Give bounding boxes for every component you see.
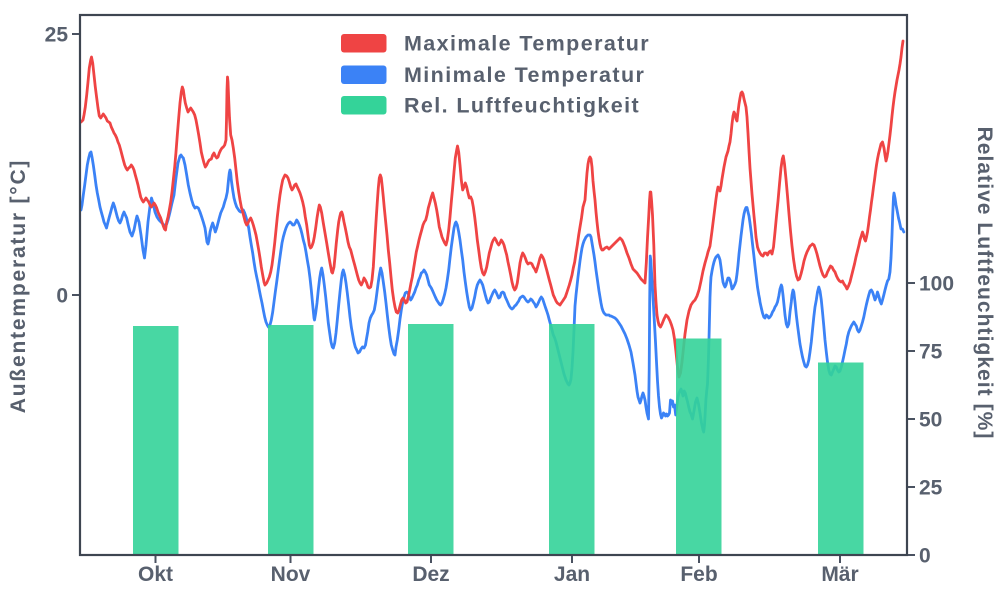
svg-text:Feb: Feb bbox=[680, 563, 717, 586]
svg-text:Jan: Jan bbox=[554, 563, 590, 586]
svg-text:25: 25 bbox=[919, 477, 943, 500]
svg-text:Okt: Okt bbox=[138, 563, 173, 586]
svg-text:Rel. Luftfeuchtigkeit: Rel. Luftfeuchtigkeit bbox=[404, 94, 640, 118]
svg-text:25: 25 bbox=[45, 24, 69, 47]
svg-text:0: 0 bbox=[919, 545, 931, 568]
svg-text:Außentemperatur [°C]: Außentemperatur [°C] bbox=[7, 159, 30, 413]
svg-text:Nov: Nov bbox=[271, 563, 311, 586]
svg-text:Minimale Temperatur: Minimale Temperatur bbox=[404, 63, 645, 87]
svg-text:100: 100 bbox=[919, 273, 954, 296]
svg-text:Dez: Dez bbox=[412, 563, 449, 586]
svg-text:0: 0 bbox=[56, 285, 68, 308]
svg-text:Relative Luftfeuchtigkeit [%]: Relative Luftfeuchtigkeit [%] bbox=[973, 127, 996, 440]
svg-text:75: 75 bbox=[919, 341, 943, 364]
svg-text:Mär: Mär bbox=[821, 563, 858, 586]
svg-text:50: 50 bbox=[919, 409, 942, 432]
svg-text:Maximale Temperatur: Maximale Temperatur bbox=[404, 32, 650, 56]
